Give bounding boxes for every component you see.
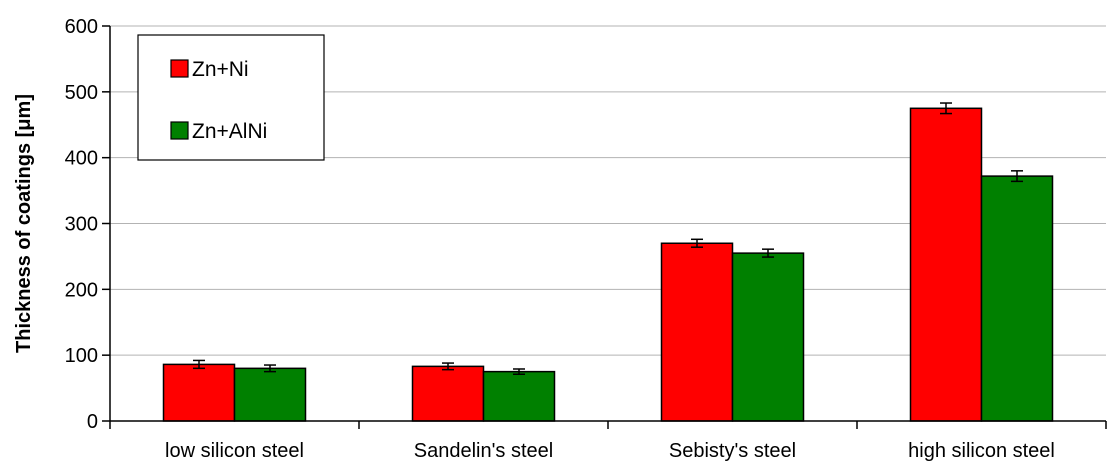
x-category-label: Sebisty's steel	[669, 440, 796, 462]
legend-swatch	[170, 121, 189, 140]
legend: Zn+Ni Zn+AlNi	[137, 34, 325, 161]
bar-zn-alni	[233, 367, 307, 422]
error-bar	[264, 364, 276, 373]
y-tick-label: 200	[65, 279, 98, 301]
bar-zn-alni	[731, 252, 805, 422]
error-bar	[940, 102, 952, 115]
axes	[102, 25, 1107, 429]
error-bar	[193, 359, 205, 370]
x-category-labels: low silicon steel Sandelin's steel Sebisty…	[165, 440, 1055, 462]
y-tick-label: 0	[87, 411, 98, 433]
legend-label: Zn+AlNi	[192, 120, 267, 143]
error-bar	[691, 238, 703, 248]
bar-zn-ni	[411, 365, 485, 422]
bar-zn-ni	[660, 242, 734, 422]
bar-zn-alni	[482, 370, 556, 422]
x-category-label: high silicon steel	[908, 440, 1055, 462]
y-tick-label: 500	[65, 82, 98, 104]
y-tick-label: 400	[65, 148, 98, 170]
y-tick-label: 300	[65, 214, 98, 236]
y-axis-title: Thickness of coatings [μm]	[13, 94, 35, 353]
error-bars	[193, 102, 1023, 376]
x-category-label: low silicon steel	[165, 440, 304, 462]
error-bar	[442, 362, 454, 371]
error-bar	[513, 368, 525, 376]
error-bar	[762, 248, 774, 258]
legend-box	[137, 34, 325, 161]
bar-zn-alni	[980, 175, 1054, 422]
legend-label: Zn+Ni	[192, 58, 249, 81]
y-tick-labels: 0 100 200 300 400 500 600	[65, 16, 98, 433]
x-category-label: Sandelin's steel	[414, 440, 553, 462]
y-tick-label: 600	[65, 16, 98, 38]
bar-zn-ni	[162, 363, 236, 422]
error-bar	[1011, 170, 1023, 183]
bar-zn-ni	[909, 107, 983, 422]
legend-swatch	[170, 59, 189, 78]
y-tick-label: 100	[65, 345, 98, 367]
